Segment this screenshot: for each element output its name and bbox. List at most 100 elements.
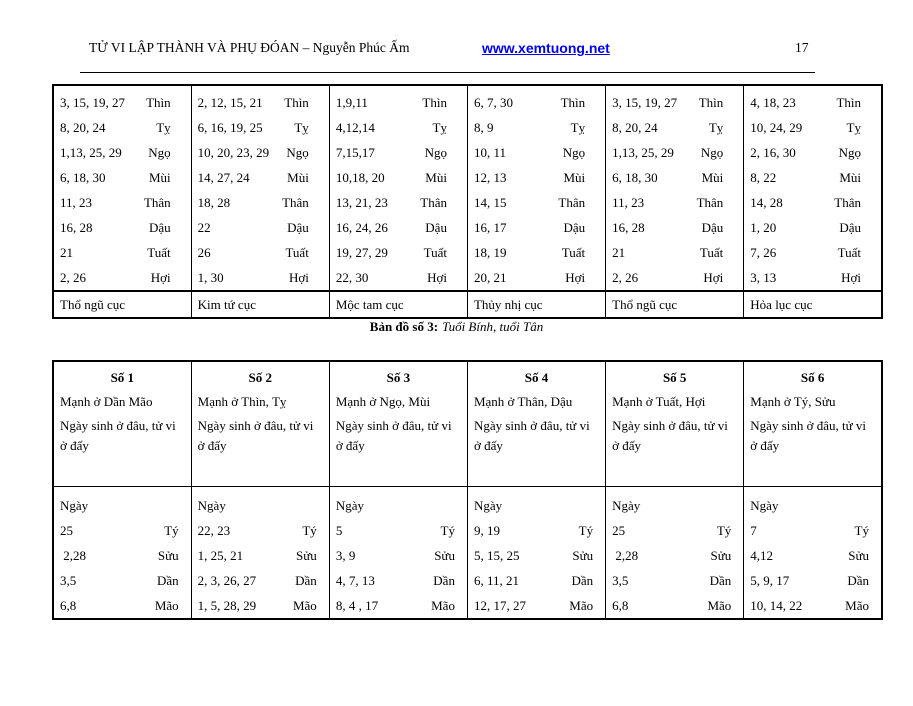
cuc-name-cell: Kim tứ cục: [190, 290, 330, 318]
entry: 6,8 Mão: [60, 593, 185, 618]
branch-name: Tuất: [837, 245, 861, 260]
entry: 22 Dậu: [198, 215, 323, 240]
day-numbers: 8, 20, 24: [612, 120, 658, 135]
table-cell: 8, 20, 24 Tỵ: [605, 115, 745, 140]
table-cell: 6, 18, 30 Mùi: [605, 165, 745, 190]
day-numbers: 2, 16, 30: [750, 145, 796, 160]
entry: 2, 16, 30 Ngọ: [750, 140, 875, 165]
day-numbers: 2, 12, 15, 21: [197, 95, 263, 110]
entry: 7 Tý: [750, 518, 875, 543]
so-data-cell: Ngày 25 Tý 2,28 Sửu 3,5 Dần 6,8 Mão: [52, 486, 192, 619]
day-numbers: 6, 7, 30: [473, 95, 513, 110]
so-title: Số 3: [386, 370, 411, 385]
so-header-cell: Số 3 Mạnh ở Ngọ, Mùi Ngày sinh ở đâu, tử v…: [328, 361, 468, 487]
branch-name: Tý: [164, 523, 179, 538]
branch-name: Sửu: [572, 548, 594, 563]
branch-name: Sửu: [710, 548, 732, 563]
day-numbers: 14, 27, 24: [197, 170, 250, 185]
so-header-cell: Số 6 Mạnh ở Tý, Sửu Ngày sinh ở đâu, tử vi…: [743, 361, 883, 487]
so-title: Số 1: [110, 370, 135, 385]
branch-name: Tý: [716, 523, 732, 538]
day-numbers: 11, 23: [60, 195, 93, 210]
table-cell: 3, 13 Hợi: [743, 265, 883, 291]
day-numbers: 2, 26: [60, 270, 86, 285]
so-data-cell: Ngày 25 Tý 2,28 Sửu 3,5 Dần 6,8 Mão: [605, 486, 745, 619]
day-numbers: 7, 26: [750, 245, 777, 260]
table-cell: 16, 28 Dậu: [605, 215, 745, 240]
table-cell: 21 Tuất: [52, 240, 192, 265]
entry: 6,8 Mão: [612, 593, 737, 618]
day-numbers: 25: [60, 523, 73, 538]
entry: 1, 25, 21 Sửu: [198, 543, 323, 568]
table-row: 1,13, 25, 29 Ngọ 10, 20, 23, 29 Ngọ 7,15,17 N…: [52, 140, 883, 165]
table-row: 16, 28 Dậu 22 Dậu 16, 24, 26 Dậu 16, 17 Dậu 16, …: [52, 215, 883, 240]
entry: 10, 14, 22 Mão: [750, 593, 875, 618]
so-header-cell: Số 4 Mạnh ở Thân, Dậu Ngày sinh ở đâu, tử …: [466, 361, 607, 487]
branch-name: Dần: [847, 573, 869, 588]
table-cell: 10,18, 20 Mùi: [328, 165, 468, 190]
branch-name: Dậu: [148, 220, 171, 235]
table-cell: 18, 19 Tuất: [466, 240, 607, 265]
day-numbers: 12, 17, 27: [473, 598, 526, 613]
branch-name: Thân: [143, 195, 171, 210]
entry: 12, 17, 27 Mão: [474, 593, 599, 618]
day-numbers: 16, 28: [612, 220, 645, 235]
branch-name: Tuất: [285, 245, 309, 260]
note-text: Ngày sinh ở đâu, tử vi ở đấy: [60, 418, 176, 453]
table-cell: 1,13, 25, 29 Ngọ: [605, 140, 745, 165]
day-numbers: 18, 28: [197, 195, 231, 210]
branch-name: Mão: [154, 598, 179, 613]
day-numbers: 16, 24, 26: [335, 220, 388, 235]
menh-text: Mạnh ở Thân, Dậu: [473, 394, 573, 409]
day-numbers: 10, 20, 23, 29: [197, 145, 270, 160]
table-cell: 8, 9 Tỵ: [466, 115, 607, 140]
so-header-cell: Số 2 Mạnh ở Thìn, Tỵ Ngày sinh ở đâu, tử v…: [190, 361, 330, 487]
table-cell: 1, 30 Hợi: [190, 265, 330, 291]
branch-name: Ngọ: [562, 145, 586, 160]
day-numbers: 14, 28: [750, 195, 783, 210]
entry: 10, 20, 23, 29 Ngọ: [198, 140, 323, 165]
day-numbers: 18, 19: [473, 245, 507, 260]
branch-name: Tuất: [561, 245, 586, 260]
menh-text: Mạnh ở Dần Mão: [60, 394, 153, 409]
note-text: Ngày sinh ở đâu, tử vi ở đấy: [197, 418, 314, 453]
day-numbers: 22, 30: [335, 270, 369, 285]
day-numbers: 6, 18, 30: [612, 170, 658, 185]
table-cell: 3, 15, 19, 27 Thìn: [605, 85, 745, 115]
day-label: Ngày: [473, 498, 503, 513]
note-text: Ngày sinh ở đâu, tử vi ở đấy: [750, 418, 867, 453]
day-numbers: 4,12: [750, 548, 774, 563]
entry: 6, 18, 30 Mùi: [60, 165, 185, 190]
day-numbers: 2, 3, 26, 27: [197, 573, 257, 588]
branch-name: Dần: [156, 573, 179, 588]
entry: 2,28 Sửu: [60, 543, 185, 568]
entry: 12, 13 Mùi: [474, 165, 599, 190]
entry: 8, 20, 24 Tỵ: [60, 115, 185, 140]
day-numbers: 1, 30: [197, 270, 224, 285]
day-numbers: 10, 11: [473, 145, 506, 160]
day-numbers: 21: [612, 245, 626, 260]
data-row: Ngày 25 Tý 2,28 Sửu 3,5 Dần 6,8 Mão Ngày 22, 23 Tý…: [52, 486, 883, 619]
branch-name: Dậu: [701, 220, 724, 235]
website-link[interactable]: www.xemtuong.net: [482, 40, 610, 56]
running-header-title: TỬ VI LẬP THÀNH VÀ PHỤ ĐÓAN – Nguyễn Phú…: [89, 40, 410, 55]
so-data-cell: Ngày 9, 19 Tý 5, 15, 25 Sửu 6, 11, 21 Dần 12, 1…: [466, 486, 607, 619]
branch-name: Dậu: [563, 220, 586, 235]
day-numbers: 3,5: [612, 573, 629, 588]
table-cell: 2, 26 Hợi: [605, 265, 745, 291]
day-numbers: 10, 14, 22: [750, 598, 803, 613]
table-cell: 22 Dậu: [190, 215, 330, 240]
day-numbers: 1, 25, 21: [197, 548, 244, 563]
day-numbers: 26: [197, 245, 211, 260]
branch-name: Hợi: [703, 270, 724, 285]
so-data-cell: Ngày 5 Tý 3, 9 Sửu 4, 7, 13 Dần 8, 4 , 17 Mão: [328, 486, 468, 619]
table-cell: 16, 24, 26 Dậu: [328, 215, 468, 240]
day-numbers: 22, 23: [197, 523, 231, 538]
entry: 3, 15, 19, 27 Thìn: [60, 90, 185, 115]
table-cell: 10, 11 Ngọ: [466, 140, 607, 165]
entry: 8, 4 , 17 Mão: [336, 593, 461, 618]
menh-text: Mạnh ở Tý, Sửu: [750, 394, 836, 409]
map-caption: Bản đồ số 3: Tuổi Bính, tuổi Tân: [0, 319, 913, 335]
cuc-name-cell: Hỏa lục cục: [743, 290, 883, 318]
table-cell: 8, 20, 24 Tỵ: [52, 115, 192, 140]
